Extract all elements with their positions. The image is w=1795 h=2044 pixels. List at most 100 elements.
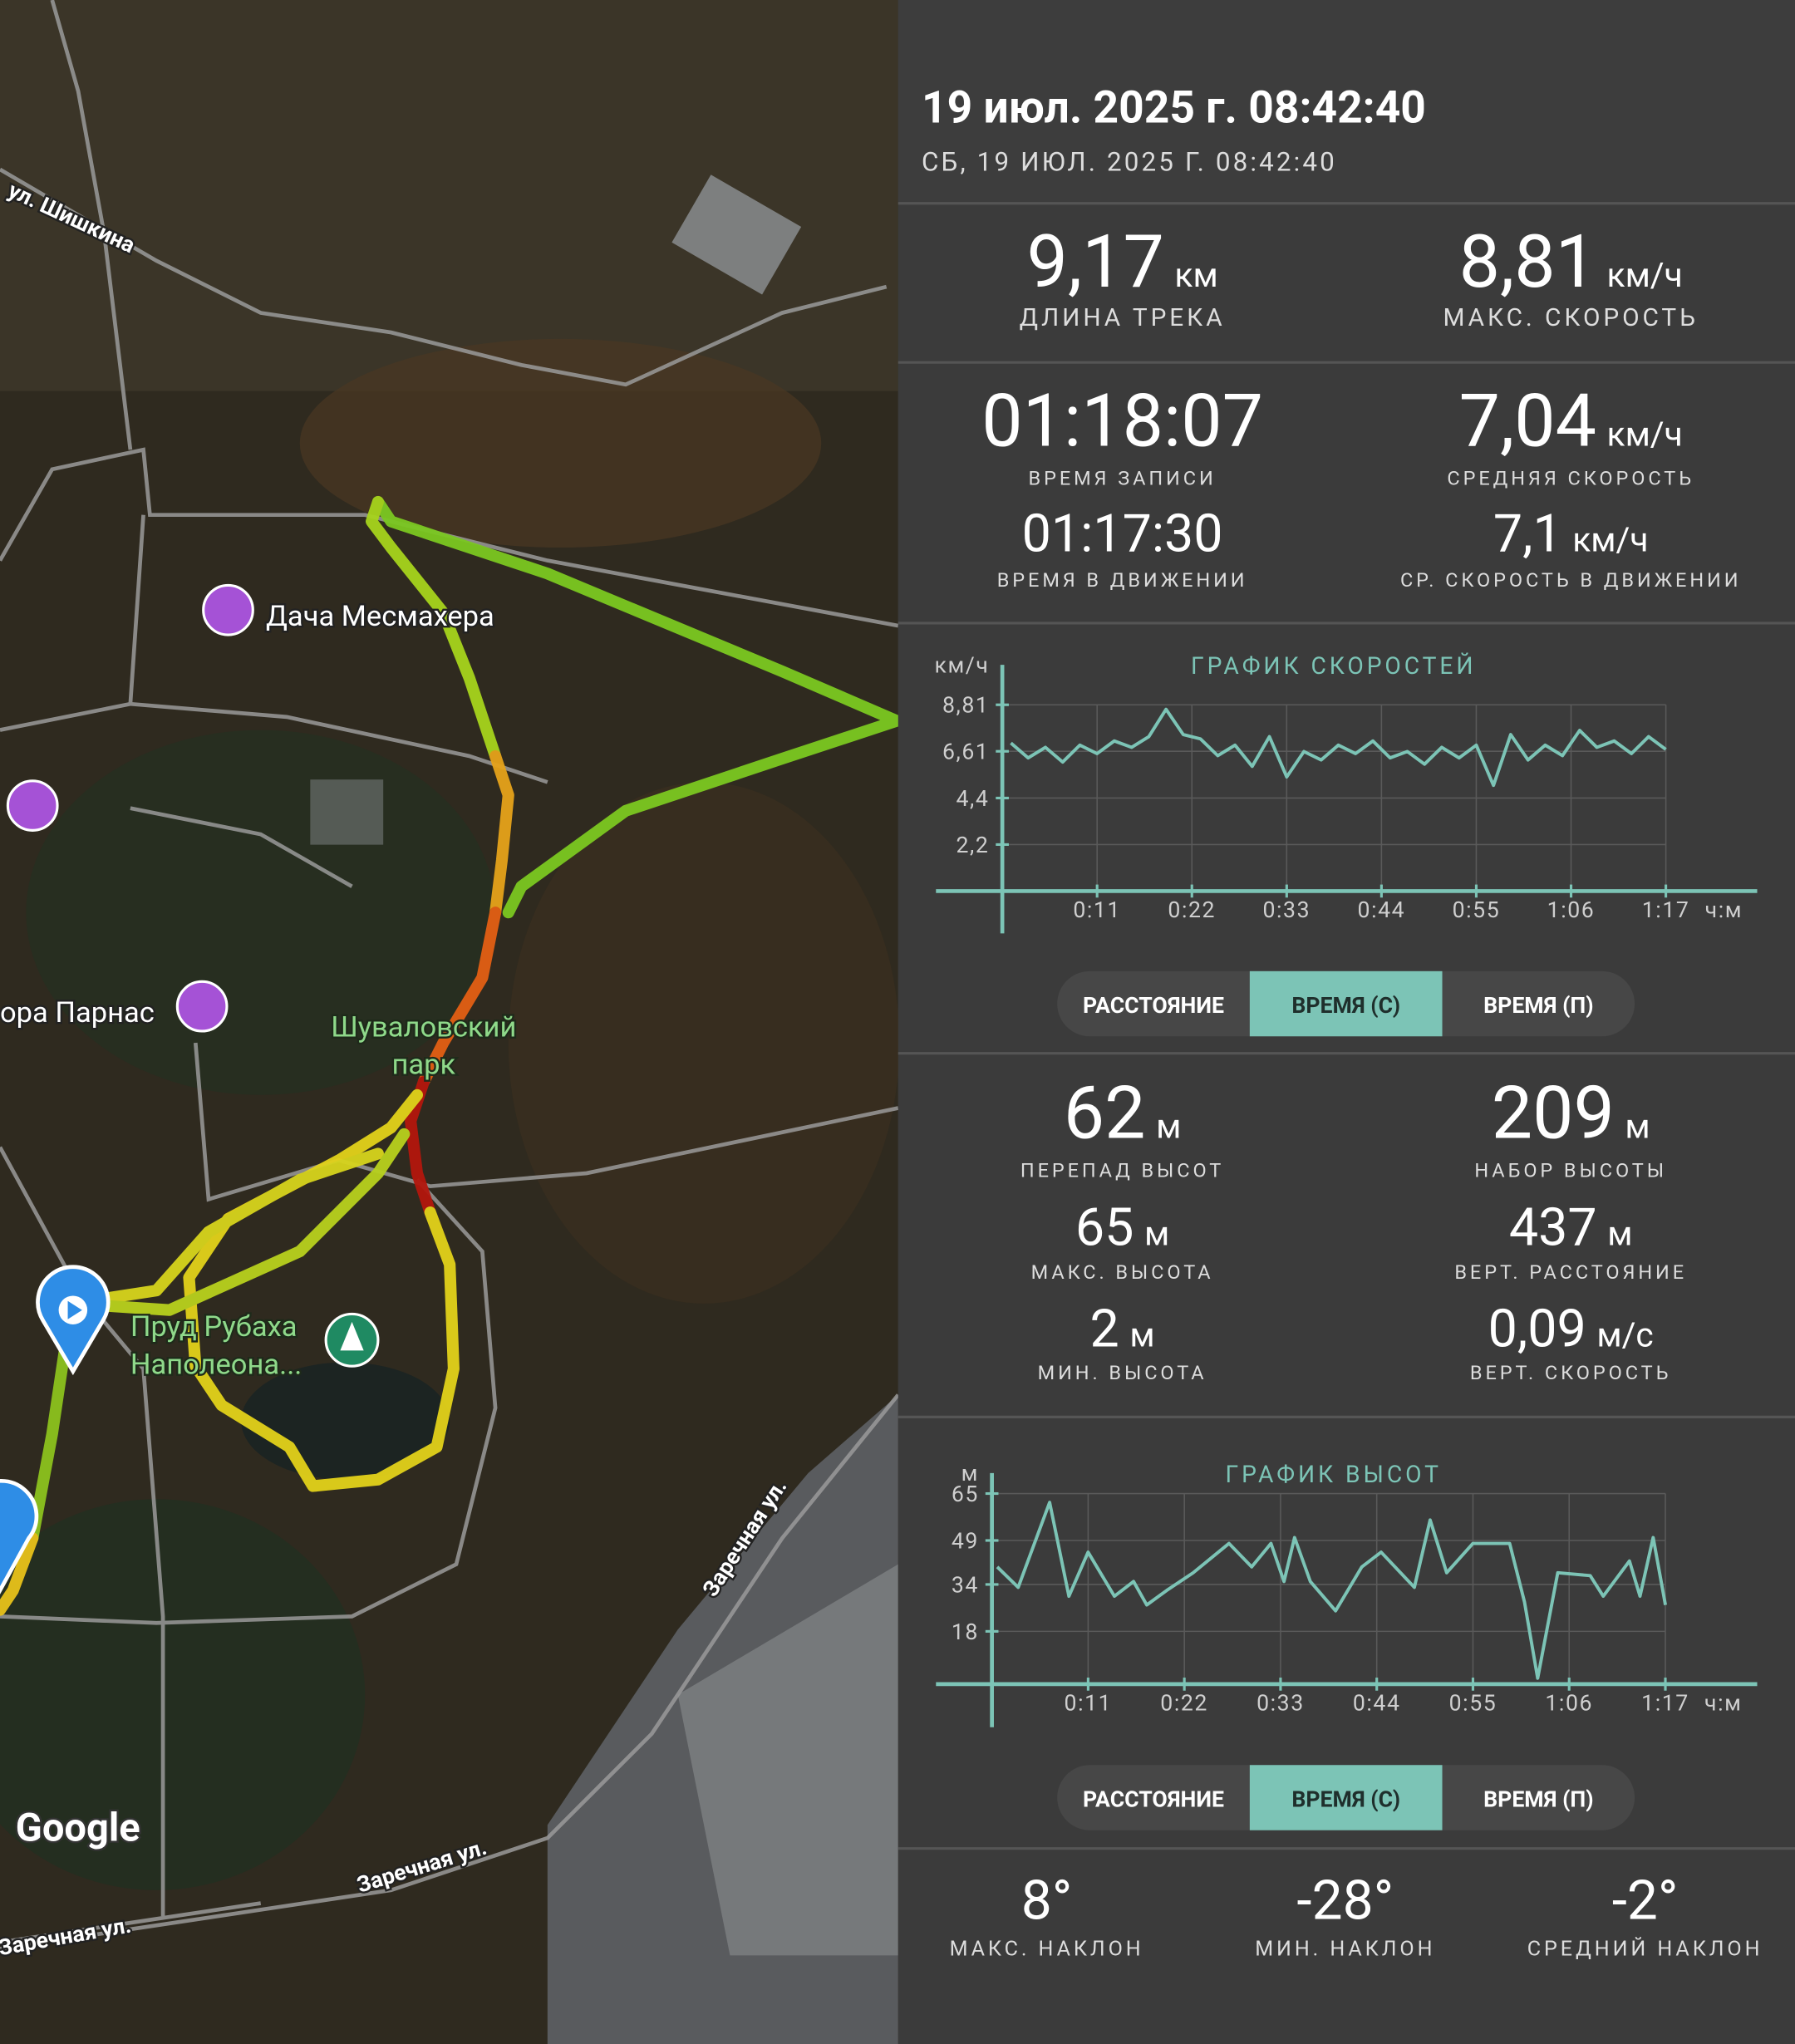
poi-marker[interactable] [202,583,254,636]
map-building [671,174,802,295]
x-axis-unit: ч:м [1705,897,1743,923]
map-label: парк [391,1049,455,1082]
stat-value: 8° [1021,1869,1073,1933]
stat-unit: м [1156,1107,1181,1147]
park-marker-icon [340,1321,364,1351]
stat-label: ВРЕМЯ В ДВИЖЕНИИ [997,568,1248,592]
stat-number: 65 [1075,1197,1134,1258]
map-building [310,779,384,845]
stat-value: 209 м [1492,1071,1650,1157]
toggle-option[interactable]: ВРЕМЯ (С) [1291,992,1400,1019]
header-subtitle: СБ, 19 ИЮЛ. 2025 Г. 08:42:40 [922,147,1337,178]
x-tick-label: 1:06 [1545,1689,1593,1716]
map-area [299,338,822,548]
y-tick-label: 34 [952,1571,979,1598]
stat-number: 8,81 [1459,219,1596,305]
map-markers [0,583,380,1594]
x-tick-label: 0:44 [1358,897,1406,923]
start-marker-icon [67,1300,82,1319]
stat-label: МАКС. НАКЛОН [950,1937,1144,1961]
map [0,0,903,2044]
stat-value: 62 м [1064,1071,1182,1157]
map-area [508,782,900,1304]
stat-number: 7,04 [1459,379,1596,464]
poi-marker[interactable] [175,980,229,1033]
map-label: Наполеона... [130,1349,302,1382]
stat-label: МИН. ВЫСОТА [1038,1361,1207,1384]
stat-label: МИН. НАКЛОН [1255,1937,1435,1961]
x-tick-label: 0:33 [1256,1689,1305,1716]
stat-number: 62 [1064,1071,1146,1157]
stat-label: ДЛИНА ТРЕКА [1020,303,1226,332]
stat-unit: км/ч [1607,255,1683,295]
y-tick-label: 6,61 [942,739,989,765]
stat-unit: м [1607,1213,1632,1253]
stat-unit: м [1144,1213,1169,1253]
data-line [996,1501,1668,1680]
toggle-option[interactable]: РАССТОЯНИЕ [1083,992,1224,1019]
y-tick-label: 18 [952,1619,979,1645]
data-line [1010,707,1667,788]
map-label: Пруд Рубаха [130,1310,298,1344]
stat-value: 7,04 км/ч [1459,379,1683,464]
stat-label: МАКС. СКОРОСТЬ [1443,303,1698,332]
toggle-option[interactable]: ВРЕМЯ (П) [1483,1786,1593,1812]
toggle-selected [1249,1765,1443,1830]
stat-label: СРЕДНЯЯ СКОРОСТЬ [1447,467,1694,490]
stat-value: 01:17:30 [1022,504,1223,565]
stat-label: ВЕРТ. СКОРОСТЬ [1470,1361,1671,1384]
map-city [677,1564,898,1956]
stat-value: 437 м [1509,1197,1633,1258]
x-tick-label: 0:22 [1160,1689,1208,1716]
toggle-option[interactable]: ВРЕМЯ (П) [1483,992,1593,1019]
chart-title: ГРАФИК ВЫСОТ [1226,1461,1442,1488]
map-track [0,495,903,1616]
stat-value: 0,09 м/с [1488,1300,1654,1360]
stat-label: ВЕРТ. РАССТОЯНИЕ [1454,1260,1687,1284]
chart: 2,2 4,4 6,61 8,81 0:11 0:22 0:33 0:44 0:55 1:06 1:… [934,652,1758,934]
stat-value: 65 м [1075,1197,1169,1258]
stat-unit: км/ч [1572,520,1648,560]
x-tick-label: 0:44 [1353,1689,1401,1716]
stat-number: 7,1 [1493,504,1562,565]
y-axis-unit: м [961,1460,979,1486]
stat-label: СР. СКОРОСТЬ В ДВИЖЕНИИ [1400,568,1741,592]
stat-label: ПЕРЕПАД ВЫСОТ [1020,1159,1224,1182]
stat-value: 7,1 км/ч [1493,504,1649,565]
stat-unit: км [1174,255,1217,295]
x-tick-label: 0:22 [1168,897,1216,923]
chart-title: ГРАФИК СКОРОСТЕЙ [1191,652,1476,680]
x-tick-label: 1:06 [1547,897,1596,923]
map-label: Шуваловский [331,1010,516,1044]
toggle-option[interactable]: ВРЕМЯ (С) [1291,1786,1400,1812]
x-tick-label: 0:33 [1262,897,1311,923]
chart: 18 34 49 65 0:11 0:22 0:33 0:44 0:55 1:06 1:17 м ч:м… [936,1460,1758,1727]
toggle-option[interactable]: РАССТОЯНИЕ [1083,1786,1224,1812]
poi-marker[interactable] [6,779,59,832]
stat-value: -2° [1612,1869,1679,1933]
stat-number: 9,17 [1026,219,1163,305]
map-area [0,0,898,391]
x-tick-label: 0:11 [1073,897,1121,923]
x-tick-label: 0:55 [1449,1689,1497,1716]
toggle-group: РАССТОЯНИЕ ВРЕМЯ (С) ВРЕМЯ (П) [1057,970,1635,1037]
x-tick-label: 1:17 [1641,1689,1689,1716]
y-tick-label: 2,2 [957,832,990,858]
stat-value: 01:18:07 [981,379,1263,464]
stat-unit: м [1129,1315,1154,1355]
stat-number: 01:18:07 [981,379,1263,464]
stat-unit: км/ч [1607,415,1683,454]
stat-number: 2 [1090,1300,1119,1360]
stat-number: 209 [1492,1071,1615,1157]
stat-number: -28° [1296,1869,1394,1933]
stat-value: 9,17 км [1026,219,1217,305]
stat-unit: м [1625,1107,1650,1147]
map-label: Дача Месмахера [266,600,494,633]
finish-marker[interactable] [0,1478,39,1594]
stat-number: -2° [1612,1869,1679,1933]
toggle-group: РАССТОЯНИЕ ВРЕМЯ (С) ВРЕМЯ (П) [1057,1765,1635,1830]
y-tick-label: 8,81 [942,692,989,719]
